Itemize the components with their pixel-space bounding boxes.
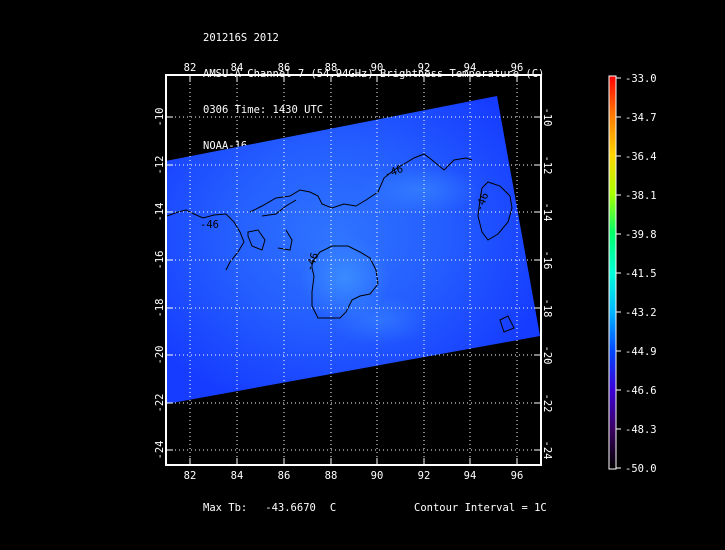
lon-tick-label-top: 90: [371, 62, 384, 74]
lat-tick-label-right: -14: [541, 203, 553, 222]
colorbar-label: -41.5: [625, 268, 657, 280]
contour-label: -46: [200, 219, 219, 231]
lat-tick-label-right: -10: [541, 108, 553, 127]
lat-tick-label-right: -24: [541, 441, 553, 460]
lon-tick-label-top: 88: [325, 62, 338, 74]
lon-tick-label-top: 94: [464, 62, 477, 74]
lat-tick-label-right: -22: [541, 394, 553, 413]
lon-tick-label-top: 92: [418, 62, 431, 74]
graticule: [167, 76, 540, 464]
colorbar: [608, 75, 617, 470]
colorbar-label: -36.4: [625, 151, 657, 163]
lon-tick-label-bottom: 84: [231, 470, 244, 482]
warm-core-region: [330, 295, 430, 345]
lon-tick-label-bottom: 94: [464, 470, 477, 482]
time-label: 0306 Time: 1430 UTC: [203, 104, 324, 116]
lon-tick-label-top: 82: [184, 62, 197, 74]
lon-tick-label-top: 84: [231, 62, 244, 74]
colorbar-ticks: [616, 77, 621, 469]
lat-tick-label-right: -12: [541, 156, 553, 175]
contour-interval-label: Contour Interval = 1C: [414, 502, 547, 514]
colorbar-label: -50.0: [625, 463, 657, 475]
lat-tick-label-left: -18: [154, 299, 166, 318]
lon-tick-label-bottom: 86: [278, 470, 291, 482]
lat-tick-label-left: -12: [154, 156, 166, 175]
lon-tick-label-bottom: 96: [511, 470, 524, 482]
colorbar-label: -46.6: [625, 385, 657, 397]
lat-tick-label-left: -14: [154, 203, 166, 222]
map-frame: [165, 74, 542, 466]
lon-tick-label-bottom: 90: [371, 470, 384, 482]
lat-tick-label-left: -10: [154, 108, 166, 127]
colorbar-label: -43.2: [625, 307, 657, 319]
lat-tick-label-right: -20: [541, 346, 553, 365]
lon-tick-label-bottom: 92: [418, 470, 431, 482]
colorbar-label: -39.8: [625, 229, 657, 241]
colorbar-label: -34.7: [625, 112, 657, 124]
colorbar-label: -33.0: [625, 73, 657, 85]
max-tb-readout: Max Tb: -43.6670 C: [203, 502, 336, 514]
lat-tick-label-left: -20: [154, 346, 166, 365]
colorbar-label: -44.9: [625, 346, 657, 358]
max-tb-unit: C: [329, 502, 337, 514]
warm-core-region: [360, 165, 480, 215]
lon-tick-label-bottom: 82: [184, 470, 197, 482]
storm-id-label: 201216S 2012: [203, 32, 279, 44]
lat-tick-label-left: -22: [154, 394, 166, 413]
colorbar-label: -38.1: [625, 190, 657, 202]
lat-tick-label-left: -16: [154, 251, 166, 270]
lat-tick-label-right: -18: [541, 299, 553, 318]
tick-marks: [166, 75, 541, 465]
lon-tick-label-top: 86: [278, 62, 291, 74]
contour-lines: [167, 153, 515, 333]
max-tb-label: Max Tb:: [203, 502, 248, 514]
max-tb-value: -43.6670: [265, 502, 316, 514]
lon-tick-label-top: 96: [511, 62, 524, 74]
lat-tick-label-right: -16: [541, 251, 553, 270]
lat-tick-label-left: -24: [154, 441, 166, 460]
lon-tick-label-bottom: 88: [325, 470, 338, 482]
colorbar-label: -48.3: [625, 424, 657, 436]
